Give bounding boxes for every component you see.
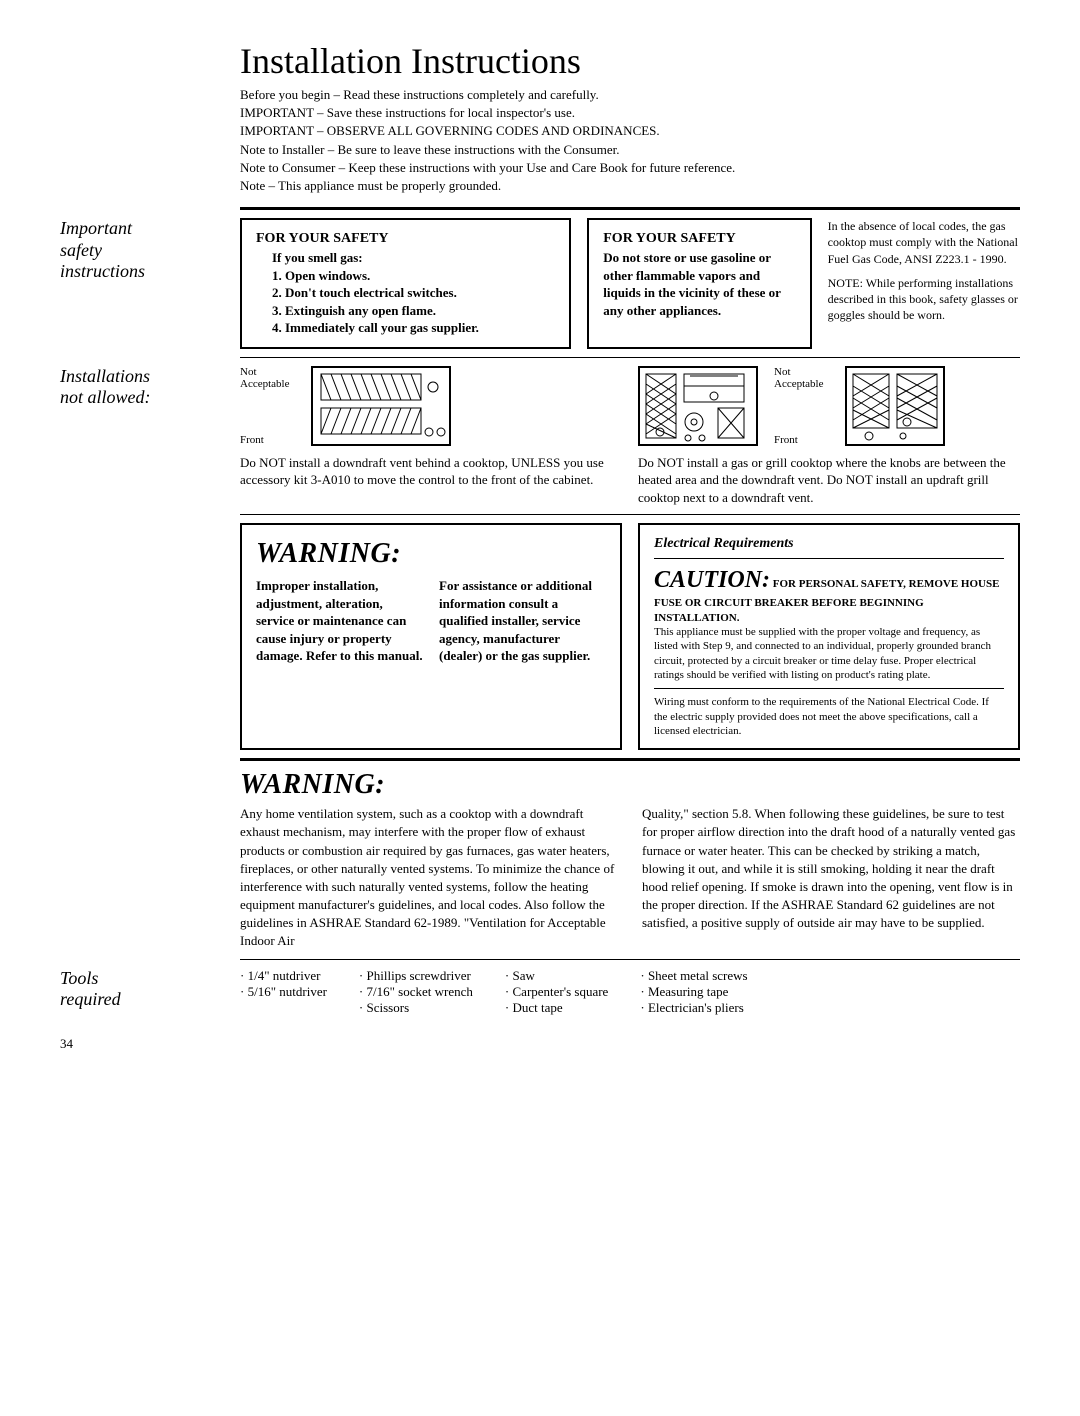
tool-item: Phillips screwdriver [359, 968, 473, 984]
safety-gas-sub: If you smell gas: [272, 249, 555, 267]
safety-right-notes: In the absence of local codes, the gas c… [828, 218, 1020, 349]
warning-box-1: WARNING: Improper installation, adjustme… [240, 523, 622, 750]
page-number: 34 [60, 1036, 1020, 1052]
intro-line: Note to Installer – Be sure to leave the… [240, 141, 1020, 159]
intro-line: Before you begin – Read these instructio… [240, 86, 1020, 104]
safety-box-store-head: FOR YOUR SAFETY [603, 230, 795, 249]
tools-col: Phillips screwdriver 7/16" socket wrench… [359, 968, 473, 1016]
install-right: Not Acceptable Front Do NOT install a ga… [638, 366, 1020, 507]
safety-right-p1: In the absence of local codes, the gas c… [828, 218, 1020, 267]
tool-item: Saw [505, 968, 608, 984]
safety-box-gas: FOR YOUR SAFETY If you smell gas: 1. Ope… [240, 218, 571, 349]
tool-item: Electrician's pliers [640, 1000, 747, 1016]
warning2-col2: Quality," section 5.8. When following th… [642, 805, 1020, 951]
elec-p2: Wiring must conform to the requirements … [654, 695, 1004, 738]
tool-item: 5/16" nutdriver [240, 984, 327, 1000]
warning-title: WARNING: [256, 535, 606, 573]
tools-section: Tools required 1/4" nutdriver 5/16" nutd… [60, 968, 1020, 1016]
tool-item: 1/4" nutdriver [240, 968, 327, 984]
intro-line: IMPORTANT – Save these instructions for … [240, 104, 1020, 122]
safety-box-store: FOR YOUR SAFETY Do not store or use gaso… [587, 218, 811, 349]
warning2-col1: Any home ventilation system, such as a c… [240, 805, 618, 951]
intro-line: Note to Consumer – Keep these instructio… [240, 159, 1020, 177]
safety-gas-item: 1. Open windows. [272, 267, 555, 285]
intro-line: IMPORTANT – OBSERVE ALL GOVERNING CODES … [240, 122, 1020, 140]
diag-label-front: Front [240, 434, 289, 446]
warning2-section: WARNING: Any home ventilation system, su… [240, 769, 1020, 951]
cooktop-diagram-icon [311, 366, 451, 446]
page-title: Installation Instructions [240, 40, 1020, 82]
warning-title-2: WARNING: [240, 769, 1020, 801]
intro-block: Before you begin – Read these instructio… [240, 86, 1020, 195]
installs-section: Installations not allowed: Not Acceptabl… [60, 366, 1020, 507]
tools-col: 1/4" nutdriver 5/16" nutdriver [240, 968, 327, 1016]
caution-title: CAUTION: [654, 567, 770, 593]
installs-sidebar: Installations not allowed: [60, 366, 240, 507]
warning1-col2: For assistance or additional information… [439, 577, 606, 665]
safety-gas-item: 3. Extinguish any open flame. [272, 302, 555, 320]
install-left: Not Acceptable Front Do NOT install a do… [240, 366, 622, 507]
safety-box-gas-head: FOR YOUR SAFETY [256, 230, 555, 249]
safety-box-store-body: Do not store or use gasoline or other fl… [603, 249, 795, 319]
install-caption-1: Do NOT install a downdraft vent behind a… [240, 454, 622, 489]
intro-line: Note – This appliance must be properly g… [240, 177, 1020, 195]
tools-col: Saw Carpenter's square Duct tape [505, 968, 608, 1016]
electrical-head: Electrical Requirements [654, 535, 1004, 559]
tools-col: Sheet metal screws Measuring tape Electr… [640, 968, 747, 1016]
diag-labels: Not Acceptable Front [774, 366, 823, 446]
safety-gas-item: 2. Don't touch electrical switches. [272, 284, 555, 302]
electrical-box: Electrical Requirements CAUTION: FOR PER… [638, 523, 1020, 750]
safety-right-p2: NOTE: While performing installations des… [828, 275, 1020, 324]
safety-section: Important safety instructions FOR YOUR S… [60, 218, 1020, 349]
diag-labels: Not Acceptable Front [240, 366, 289, 446]
tool-item: Carpenter's square [505, 984, 608, 1000]
install-caption-2: Do NOT install a gas or grill cooktop wh… [638, 454, 1020, 507]
safety-sidebar: Important safety instructions [60, 218, 240, 349]
diag-label-not-acceptable: Not Acceptable [240, 366, 289, 390]
tool-item: Measuring tape [640, 984, 747, 1000]
tool-item: Duct tape [505, 1000, 608, 1016]
tools-sidebar: Tools required [60, 968, 240, 1016]
cooktop-diagram-icon [845, 366, 945, 446]
tool-item: 7/16" socket wrench [359, 984, 473, 1000]
tool-item: Sheet metal screws [640, 968, 747, 984]
elec-p1: This appliance must be supplied with the… [654, 625, 1004, 682]
warning1-col1: Improper installation, adjustment, alter… [256, 577, 423, 665]
cooktop-diagram-icon [638, 366, 758, 446]
safety-gas-item: 4. Immediately call your gas supplier. [272, 319, 555, 337]
warning1-section: WARNING: Improper installation, adjustme… [60, 523, 1020, 750]
diag-label-not-acceptable: Not Acceptable [774, 366, 823, 390]
diag-label-front: Front [774, 434, 823, 446]
tool-item: Scissors [359, 1000, 473, 1016]
